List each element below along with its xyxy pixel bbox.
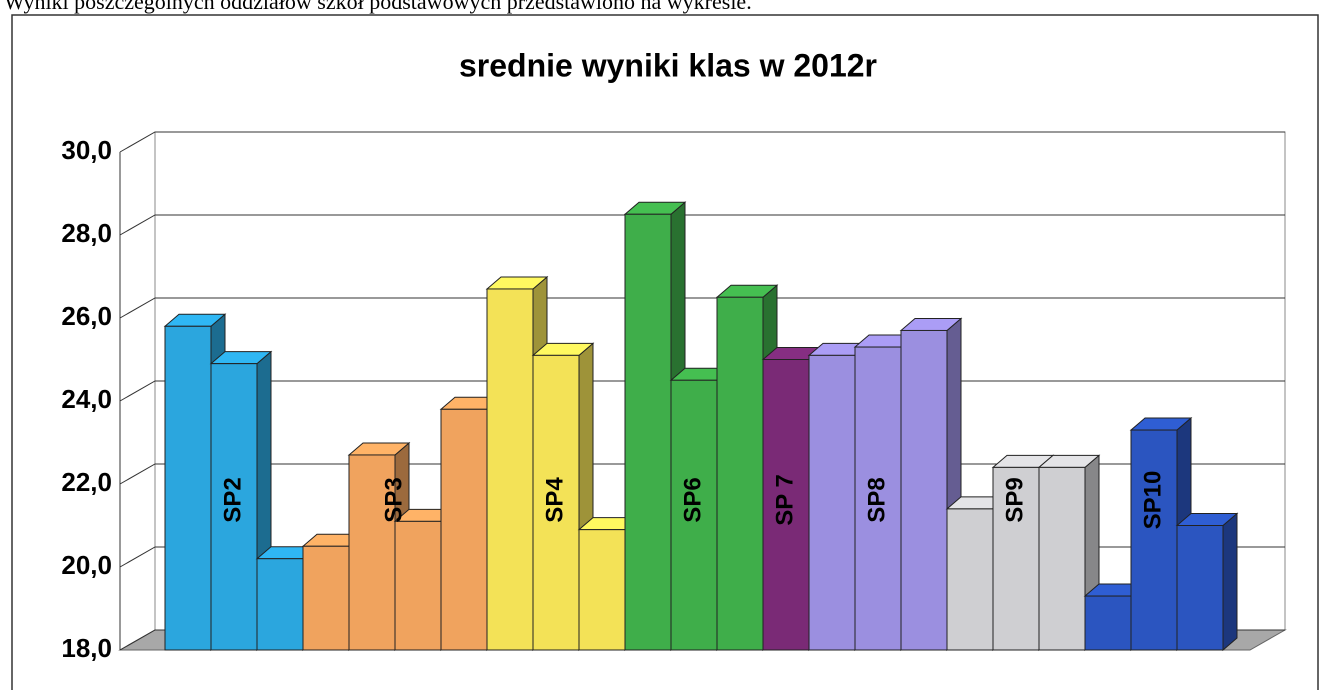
caption: Wyniki poszczególnych oddziałów szkół po… xyxy=(4,0,752,14)
bar xyxy=(1176,525,1224,651)
y-tick-label: 24,0 xyxy=(61,384,112,414)
y-tick-label: 22,0 xyxy=(61,467,112,497)
series-label: SP10 xyxy=(1139,471,1166,530)
y-tick-label: 20,0 xyxy=(61,550,112,580)
series-label: SP2 xyxy=(219,477,246,522)
bar-side xyxy=(1222,512,1238,652)
series-label: SP9 xyxy=(1001,477,1028,522)
series-label: SP6 xyxy=(679,477,706,522)
bar xyxy=(854,346,902,651)
bar xyxy=(1130,429,1178,651)
bar xyxy=(716,296,764,651)
grid-line xyxy=(119,297,1285,319)
bar xyxy=(302,545,350,651)
series-label: SP 7 xyxy=(771,474,798,526)
bar xyxy=(624,213,672,651)
bar xyxy=(670,379,718,651)
y-tick-label: 26,0 xyxy=(61,301,112,331)
bar xyxy=(486,288,534,651)
bar xyxy=(992,466,1040,651)
grid-line xyxy=(119,214,1285,236)
bar xyxy=(762,359,810,651)
series-label: SP8 xyxy=(863,477,890,522)
bar xyxy=(900,329,948,651)
bar xyxy=(1084,595,1132,651)
y-tick-label: 30,0 xyxy=(61,135,112,165)
series-label: SP4 xyxy=(541,477,568,523)
bar xyxy=(348,454,396,651)
y-tick-label: 28,0 xyxy=(61,218,112,248)
bar xyxy=(210,363,258,651)
bar xyxy=(808,354,856,651)
bar xyxy=(394,520,442,651)
grid-line xyxy=(119,131,1285,153)
bar xyxy=(946,508,994,651)
chart-title: srednie wyniki klas w 2012r xyxy=(459,47,877,83)
y-tick-label: 18,0 xyxy=(61,633,112,663)
bar xyxy=(1038,466,1086,651)
series-label: SP3 xyxy=(380,477,407,522)
bar xyxy=(164,325,212,651)
bar xyxy=(532,354,580,651)
bar xyxy=(256,558,304,651)
bar xyxy=(440,408,488,651)
bar xyxy=(578,529,626,651)
